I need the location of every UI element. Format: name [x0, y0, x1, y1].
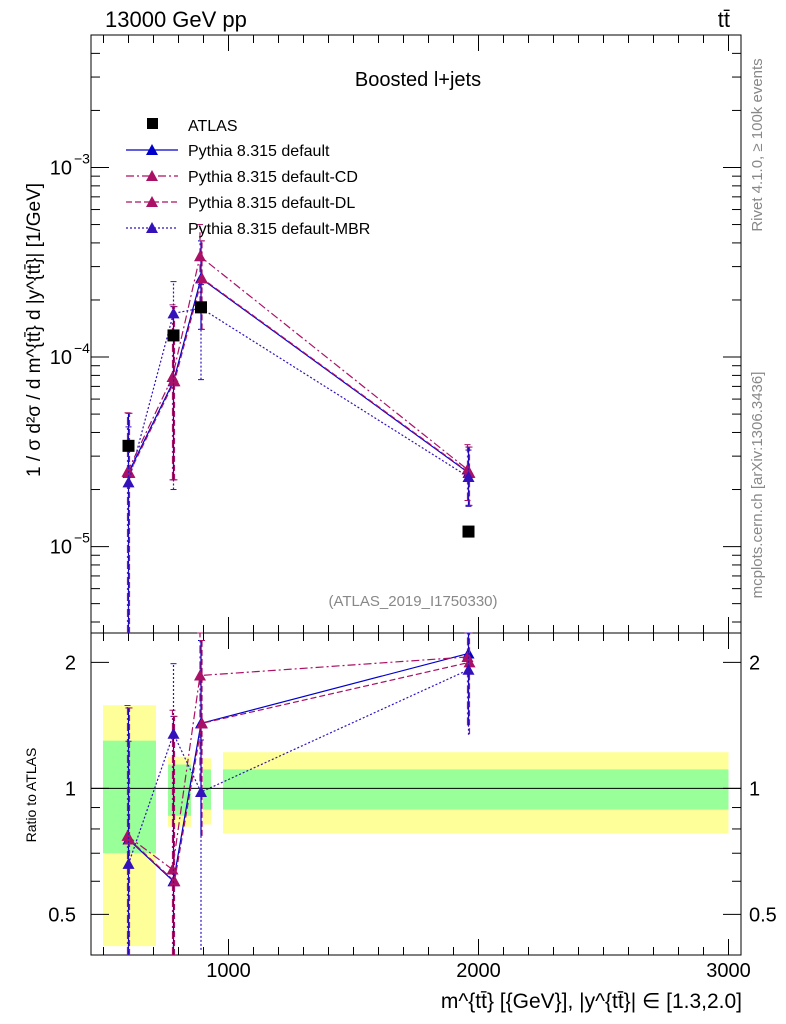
legend-label: Pythia 8.315 default-CD — [188, 169, 358, 186]
ratio-point — [195, 786, 207, 798]
atlas-data-point — [462, 525, 475, 538]
data-point — [168, 375, 181, 387]
ratio-plot-frame: 1000 2000 3000 0.5 0.5 1 1 2 2 — [48, 632, 777, 982]
ratio-point — [122, 857, 135, 869]
rivet-version-label: Rivet 4.1.0, ≥ 100k events — [749, 58, 766, 231]
data-point — [194, 250, 206, 262]
ratio-point — [194, 669, 206, 681]
y-axis-label: 1 / σ d²σ / d m^{tt̄} d |y^{tt̄}| [1/GeV… — [24, 183, 45, 477]
legend-marker — [146, 144, 158, 155]
y-tick-exponent: −4 — [74, 340, 90, 356]
legend: ATLAS Pythia 8.315 default Pythia 8.315 de… — [126, 118, 370, 238]
main-plot-frame: 10−310−410−5 — [50, 34, 742, 649]
x-tick-label: 2000 — [456, 960, 501, 982]
y-tick-exponent: −3 — [74, 150, 90, 166]
series-pythia-8-315-default-mbr — [122, 281, 475, 955]
analysis-id: (ATLAS_2019_I1750330) — [328, 593, 497, 610]
atlas-data-point — [195, 301, 207, 314]
series-ratio-line — [128, 652, 469, 883]
chart-title: Boosted l+jets — [355, 69, 481, 91]
ratio-point — [196, 717, 208, 729]
ratio-point — [167, 727, 180, 739]
series-line — [128, 277, 470, 474]
stat-uncertainty-band — [223, 769, 729, 810]
data-point — [123, 466, 136, 478]
legend-label: Pythia 8.315 default-MBR — [188, 221, 370, 238]
data-point — [196, 272, 208, 284]
energy-label: 13000 GeV pp — [105, 7, 247, 32]
atlas-data-point — [122, 439, 135, 452]
y-tick-label: 10 — [50, 347, 72, 369]
process-label: tt̄ — [718, 7, 730, 32]
ratio-tick-label: 1 — [65, 778, 76, 800]
ratio-point — [462, 663, 475, 675]
y-tick-label: 10 — [50, 537, 72, 559]
ratio-tick-label-right: 1 — [749, 778, 760, 800]
data-point — [167, 307, 180, 319]
x-axis-label: m^{tt̄} [{GeV}], |y^{tt̄}| ∈ [1.3,2.0] — [441, 990, 742, 1013]
series-line — [127, 307, 469, 483]
series-ratio-line — [127, 669, 469, 865]
ratio-tick-label-right: 0.5 — [749, 904, 777, 926]
data-point — [462, 470, 475, 482]
legend-label: Pythia 8.315 default — [188, 143, 330, 160]
ratio-tick-label: 0.5 — [48, 904, 76, 926]
series-ratio-line — [127, 656, 468, 871]
ratio-point — [166, 863, 179, 875]
y-tick-exponent: −5 — [74, 530, 90, 546]
atlas-data-point — [167, 329, 180, 342]
ratio-tick-label: 2 — [65, 652, 76, 674]
ratio-tick-label-right: 2 — [749, 652, 760, 674]
legend-label: Pythia 8.315 default-DL — [188, 195, 355, 212]
ratio-axes-box — [90, 632, 742, 956]
legend-marker — [146, 222, 158, 233]
legend-label-atlas: ATLAS — [188, 118, 238, 135]
series-line — [127, 277, 469, 474]
series-ratio-line — [129, 661, 470, 883]
legend-marker — [146, 170, 158, 181]
ratio-point — [168, 875, 181, 887]
x-tick-label: 1000 — [206, 960, 251, 982]
legend-marker-atlas — [147, 118, 158, 129]
series-layer — [121, 224, 476, 955]
series-line — [126, 255, 468, 473]
x-tick-label: 3000 — [706, 960, 751, 982]
ratio-point — [123, 833, 136, 845]
ratio-uncertainty-bands — [103, 705, 729, 947]
source-label: mcplots.cern.ch [arXiv:1306.3436] — [749, 372, 766, 599]
legend-marker — [146, 196, 158, 207]
data-point — [122, 476, 135, 488]
ratio-point — [463, 656, 476, 668]
ratio-axis-label: Ratio to ATLAS — [23, 748, 39, 843]
y-tick-label: 10 — [50, 157, 72, 179]
series-atlas — [122, 301, 475, 538]
